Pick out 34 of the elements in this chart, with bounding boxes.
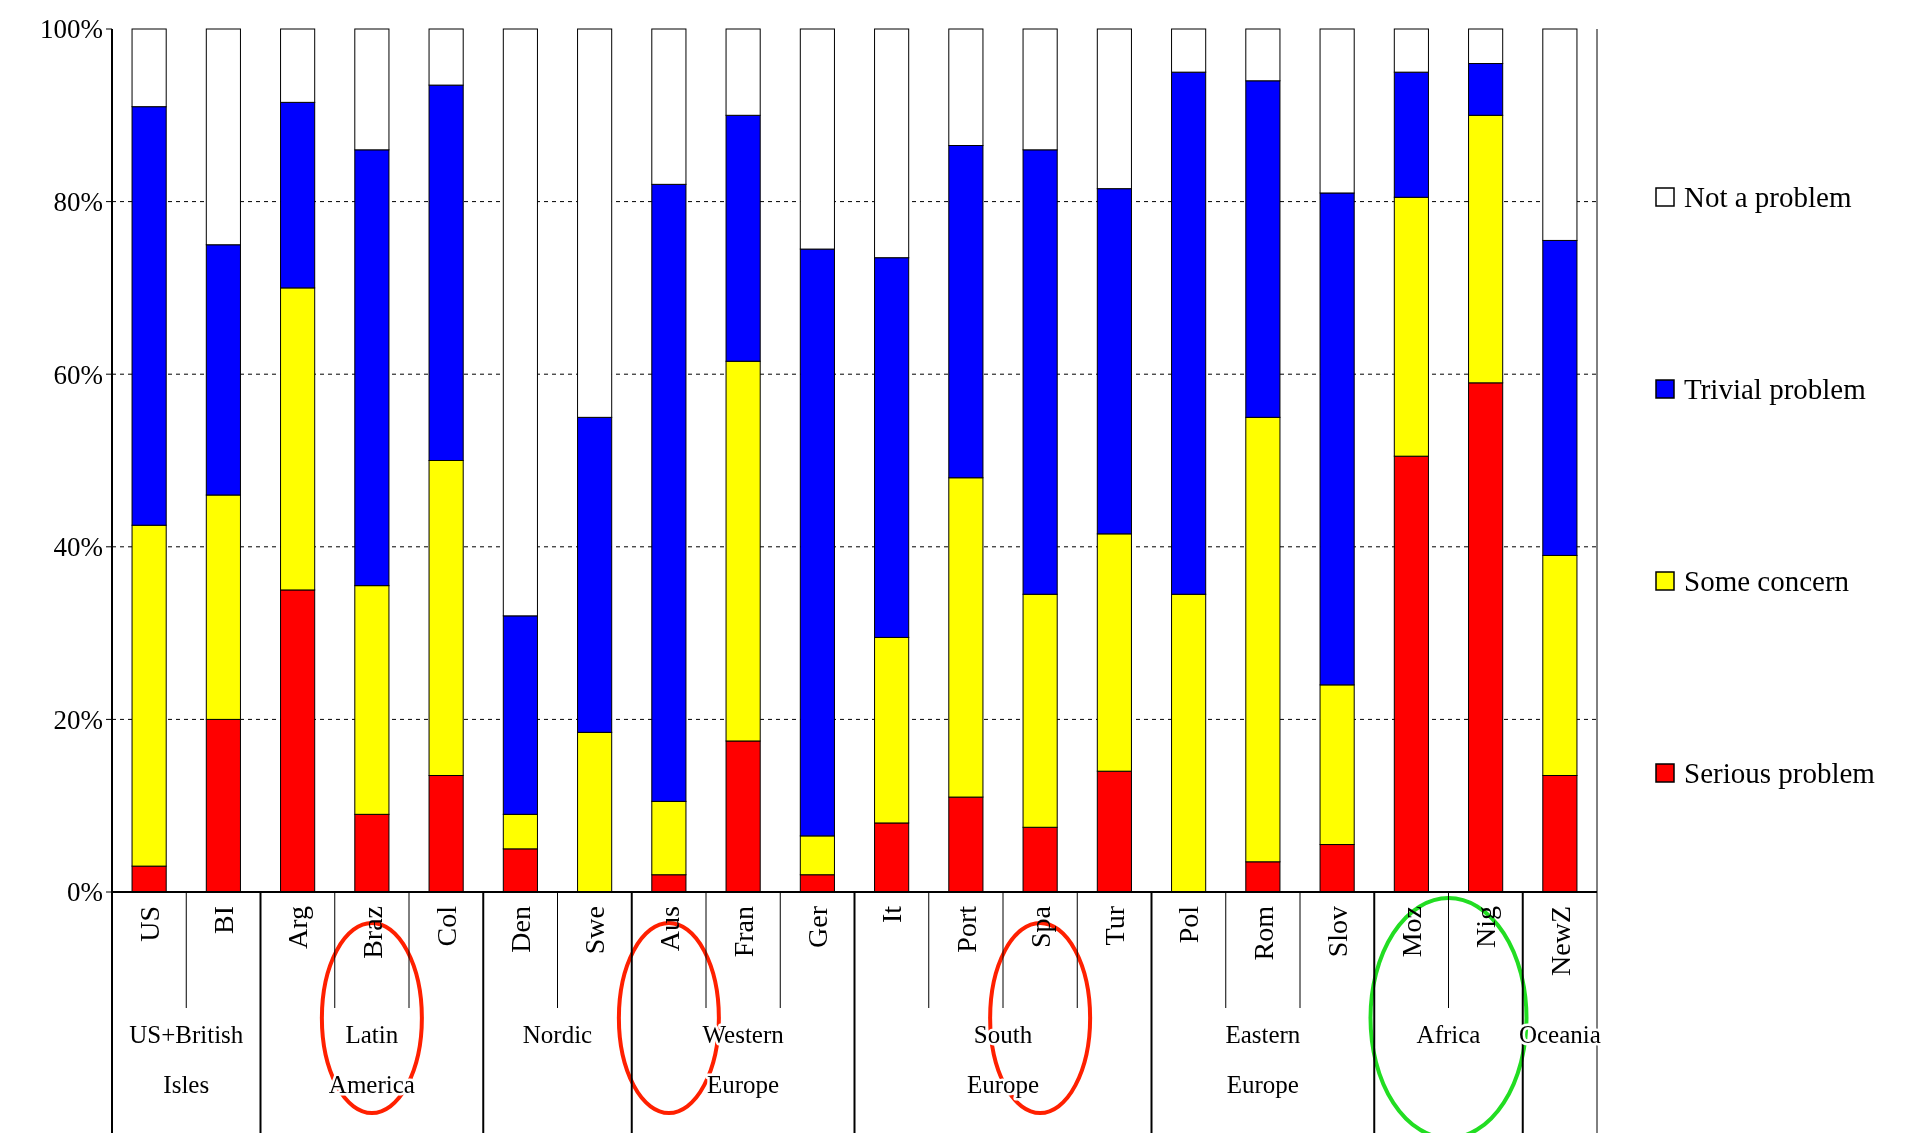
x-tick-label: Tur <box>1099 905 1131 946</box>
x-tick-label: Spa <box>1024 905 1056 948</box>
legend-label: Some concern <box>1684 565 1850 598</box>
x-tick-label: It <box>876 905 908 924</box>
text: Africa <box>1416 1021 1481 1048</box>
y-tick-label: 0% <box>67 877 103 908</box>
legend-label: Trivial problem <box>1684 373 1867 406</box>
y-tick-label: 80% <box>53 187 103 218</box>
x-tick-label: Arg <box>282 906 314 950</box>
x-tick-label: Den <box>505 906 537 953</box>
text: US+British Isles <box>129 1021 244 1098</box>
x-tick-label: Port <box>950 905 982 953</box>
x-tick-label: Ger <box>802 905 834 948</box>
y-tick-label: 100% <box>40 14 103 45</box>
text: Nordic <box>522 1021 593 1048</box>
x-tick-label: BI <box>208 906 240 934</box>
x-tick-label: Nig <box>1470 906 1502 948</box>
legend-label: Not a problem <box>1684 181 1852 214</box>
text: Eastern Europe <box>1225 1021 1301 1098</box>
y-tick-label: 40% <box>53 532 103 563</box>
x-tick-label: Slov <box>1321 906 1353 958</box>
y-tick-label: 20% <box>53 704 103 735</box>
x-tick-label: US <box>133 906 165 942</box>
x-tick-label: Col <box>430 905 462 947</box>
x-tick-label: Fran <box>727 906 759 958</box>
x-tick-label: NewZ <box>1544 906 1576 976</box>
x-tick-label: Rom <box>1247 905 1279 961</box>
legend-label: Serious problem <box>1684 757 1876 790</box>
x-tick-label: Swe <box>579 906 611 955</box>
y-tick-label: 60% <box>53 359 103 390</box>
x-tick-label: Aus <box>653 906 685 952</box>
x-tick-label: Braz <box>356 906 388 959</box>
x-tick-label: Moz <box>1396 906 1428 958</box>
x-tick-label: Pol <box>1173 905 1205 944</box>
